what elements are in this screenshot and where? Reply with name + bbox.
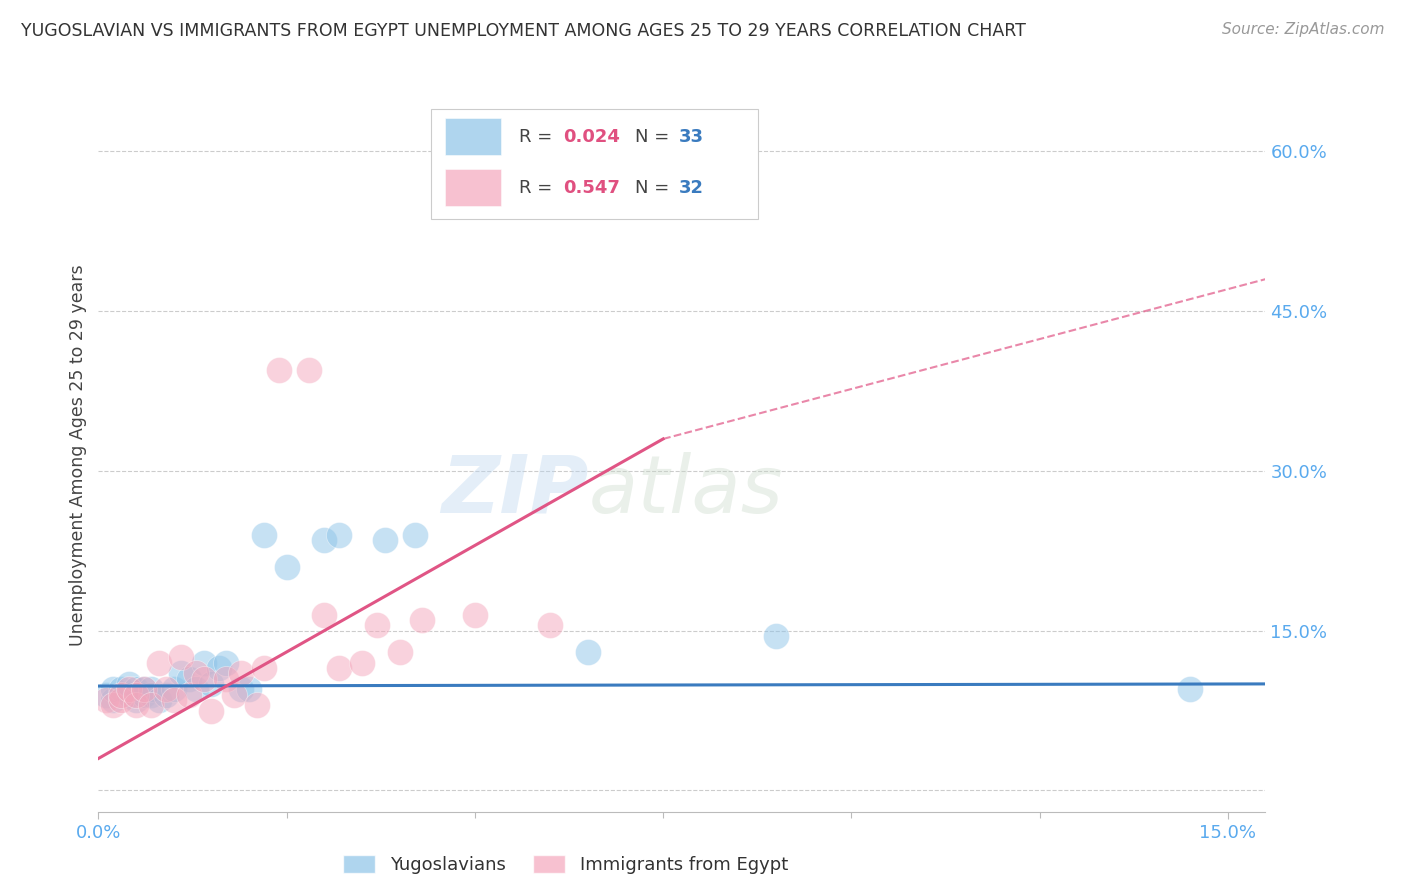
Point <box>94 693 117 707</box>
Point <box>253 528 276 542</box>
Point <box>139 688 162 702</box>
Point <box>163 682 186 697</box>
Point <box>404 528 426 542</box>
Point <box>328 528 350 542</box>
Point <box>388 645 411 659</box>
Point <box>200 704 222 718</box>
Text: Source: ZipAtlas.com: Source: ZipAtlas.com <box>1222 22 1385 37</box>
Text: ZIP: ZIP <box>441 451 589 530</box>
Point <box>215 672 238 686</box>
Point <box>148 656 170 670</box>
Point <box>193 672 215 686</box>
Point <box>186 682 208 697</box>
Legend: Yugoslavians, Immigrants from Egypt: Yugoslavians, Immigrants from Egypt <box>336 847 794 881</box>
Y-axis label: Unemployment Among Ages 25 to 29 years: Unemployment Among Ages 25 to 29 years <box>69 264 87 646</box>
Point <box>125 698 148 713</box>
Point <box>765 629 787 643</box>
Point <box>186 666 208 681</box>
FancyBboxPatch shape <box>446 118 501 155</box>
Point <box>411 613 433 627</box>
Point <box>1178 682 1201 697</box>
Point <box>155 682 177 697</box>
Point <box>125 688 148 702</box>
Point <box>314 607 336 622</box>
Point <box>373 533 395 548</box>
Text: R =: R = <box>519 128 558 145</box>
Point <box>148 693 170 707</box>
Point <box>193 656 215 670</box>
Text: 0.024: 0.024 <box>562 128 620 145</box>
Point <box>298 362 321 376</box>
Point <box>103 682 125 697</box>
Point <box>269 362 291 376</box>
Point <box>350 656 373 670</box>
Point <box>538 618 561 632</box>
Text: 32: 32 <box>679 178 703 196</box>
Point <box>163 693 186 707</box>
Point <box>117 688 139 702</box>
Text: 33: 33 <box>679 128 703 145</box>
Point <box>276 559 298 574</box>
Point <box>125 693 148 707</box>
Text: atlas: atlas <box>589 451 783 530</box>
Point <box>170 650 193 665</box>
Point <box>117 682 139 697</box>
Text: 0.547: 0.547 <box>562 178 620 196</box>
Point <box>222 688 245 702</box>
Point <box>110 693 132 707</box>
Point <box>231 682 253 697</box>
Point <box>328 661 350 675</box>
Point <box>110 682 132 697</box>
Text: N =: N = <box>636 128 675 145</box>
Point <box>132 688 155 702</box>
FancyBboxPatch shape <box>432 109 758 219</box>
Point <box>132 682 155 697</box>
Point <box>132 682 155 697</box>
Point <box>576 645 599 659</box>
Point <box>215 656 238 670</box>
FancyBboxPatch shape <box>446 169 501 206</box>
Point <box>231 666 253 681</box>
Point <box>170 666 193 681</box>
Point <box>208 661 231 675</box>
Point <box>177 672 200 686</box>
Point <box>117 677 139 691</box>
Text: N =: N = <box>636 178 675 196</box>
Point <box>366 618 388 632</box>
Point <box>314 533 336 548</box>
Point <box>245 698 267 713</box>
Point <box>155 688 177 702</box>
Point <box>103 698 125 713</box>
Point <box>238 682 260 697</box>
Point <box>94 688 117 702</box>
Point <box>253 661 276 675</box>
Point <box>200 677 222 691</box>
Point <box>110 688 132 702</box>
Point <box>177 688 200 702</box>
Point <box>125 682 148 697</box>
Point <box>139 682 162 697</box>
Point <box>139 698 162 713</box>
Text: R =: R = <box>519 178 558 196</box>
Text: YUGOSLAVIAN VS IMMIGRANTS FROM EGYPT UNEMPLOYMENT AMONG AGES 25 TO 29 YEARS CORR: YUGOSLAVIAN VS IMMIGRANTS FROM EGYPT UNE… <box>21 22 1026 40</box>
Point <box>103 693 125 707</box>
Point <box>464 607 486 622</box>
